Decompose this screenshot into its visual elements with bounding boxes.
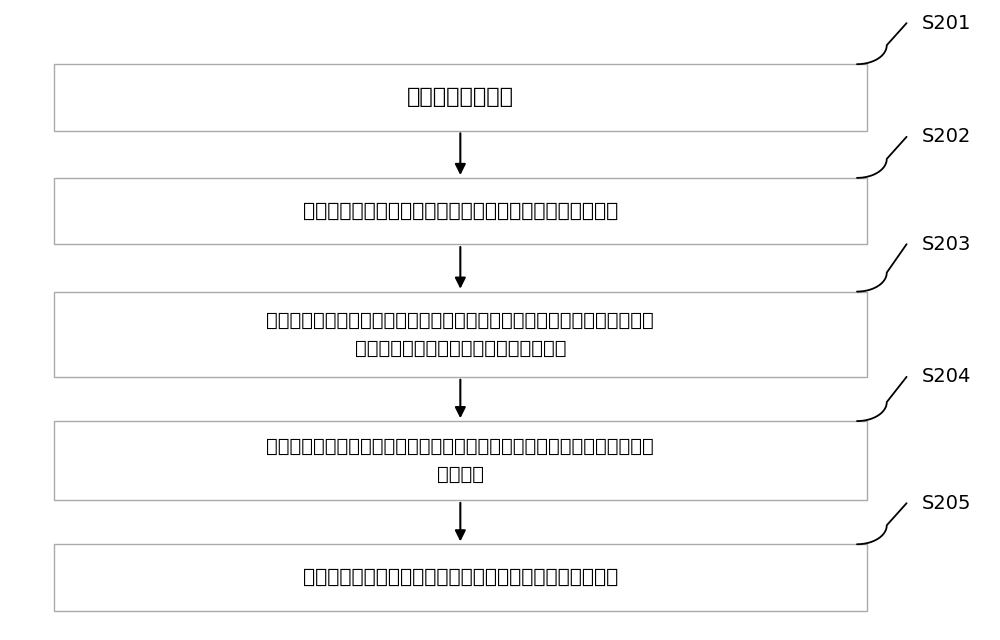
Text: S205: S205 (921, 493, 971, 513)
Text: 根据该植入该定位的面神经的血管和该面神经的治疗制剂，形成该面神经的
保护薄膜: 根据该植入该定位的面神经的血管和该面神经的治疗制剂，形成该面神经的 保护薄膜 (266, 437, 654, 484)
Text: S202: S202 (921, 127, 971, 147)
Text: 根据该经三维立体呈现的压迫该定位的面神经的血管和该面神经，将治疗制
剂植入该定位的面神经的血管和该面神经: 根据该经三维立体呈现的压迫该定位的面神经的血管和该面神经，将治疗制 剂植入该定位… (266, 310, 654, 358)
Text: S204: S204 (921, 367, 971, 387)
FancyBboxPatch shape (54, 292, 867, 377)
FancyBboxPatch shape (54, 421, 867, 500)
Text: S201: S201 (921, 13, 971, 33)
Text: S203: S203 (921, 235, 971, 253)
FancyBboxPatch shape (54, 178, 867, 244)
FancyBboxPatch shape (54, 544, 867, 611)
Text: 将压迫该定位的面神经的血管和该面神经进行三维立体呈现: 将压迫该定位的面神经的血管和该面神经进行三维立体呈现 (303, 202, 618, 221)
Text: 通过预制的中药对该形成保护薄膜后的面神经进行营养激活: 通过预制的中药对该形成保护薄膜后的面神经进行营养激活 (303, 568, 618, 587)
FancyBboxPatch shape (54, 64, 867, 131)
Text: 对面神经进行定位: 对面神经进行定位 (407, 87, 514, 108)
